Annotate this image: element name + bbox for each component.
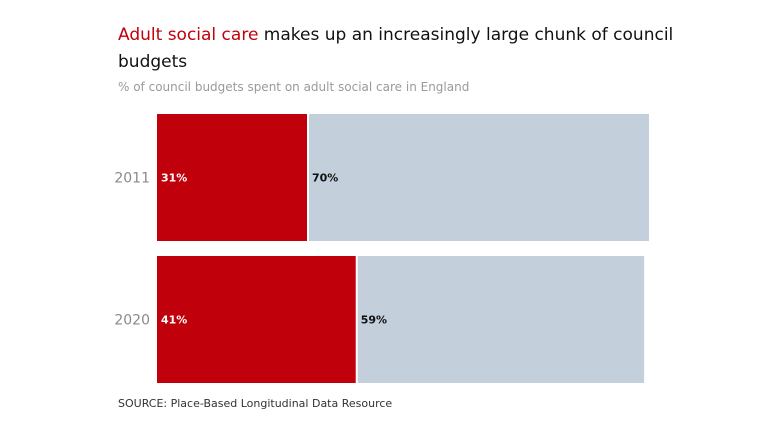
chart-title: Adult social care makes up an increasing… (118, 22, 678, 76)
category-label-2020: 2020 (114, 313, 150, 329)
data-label-2011-segment-2: 70% (312, 172, 338, 185)
data-label-2020-segment-1: 41% (161, 314, 187, 327)
bar-2020-segment-2 (356, 256, 645, 383)
chart-subtitle: % of council budgets spent on adult soci… (118, 80, 470, 94)
data-label-2011-segment-1: 31% (161, 172, 187, 185)
bar-2020-segment-1 (157, 256, 357, 383)
title-rest: makes up an increasingly large chunk of … (118, 25, 674, 72)
category-label-2011: 2011 (114, 171, 150, 187)
bar-2011-segment-2 (308, 114, 649, 241)
source-note: SOURCE: Place-Based Longitudinal Data Re… (118, 397, 393, 410)
data-label-2020-segment-2: 59% (361, 314, 387, 327)
title-highlight: Adult social care (118, 25, 259, 45)
bar-2011-segment-1 (157, 114, 309, 241)
